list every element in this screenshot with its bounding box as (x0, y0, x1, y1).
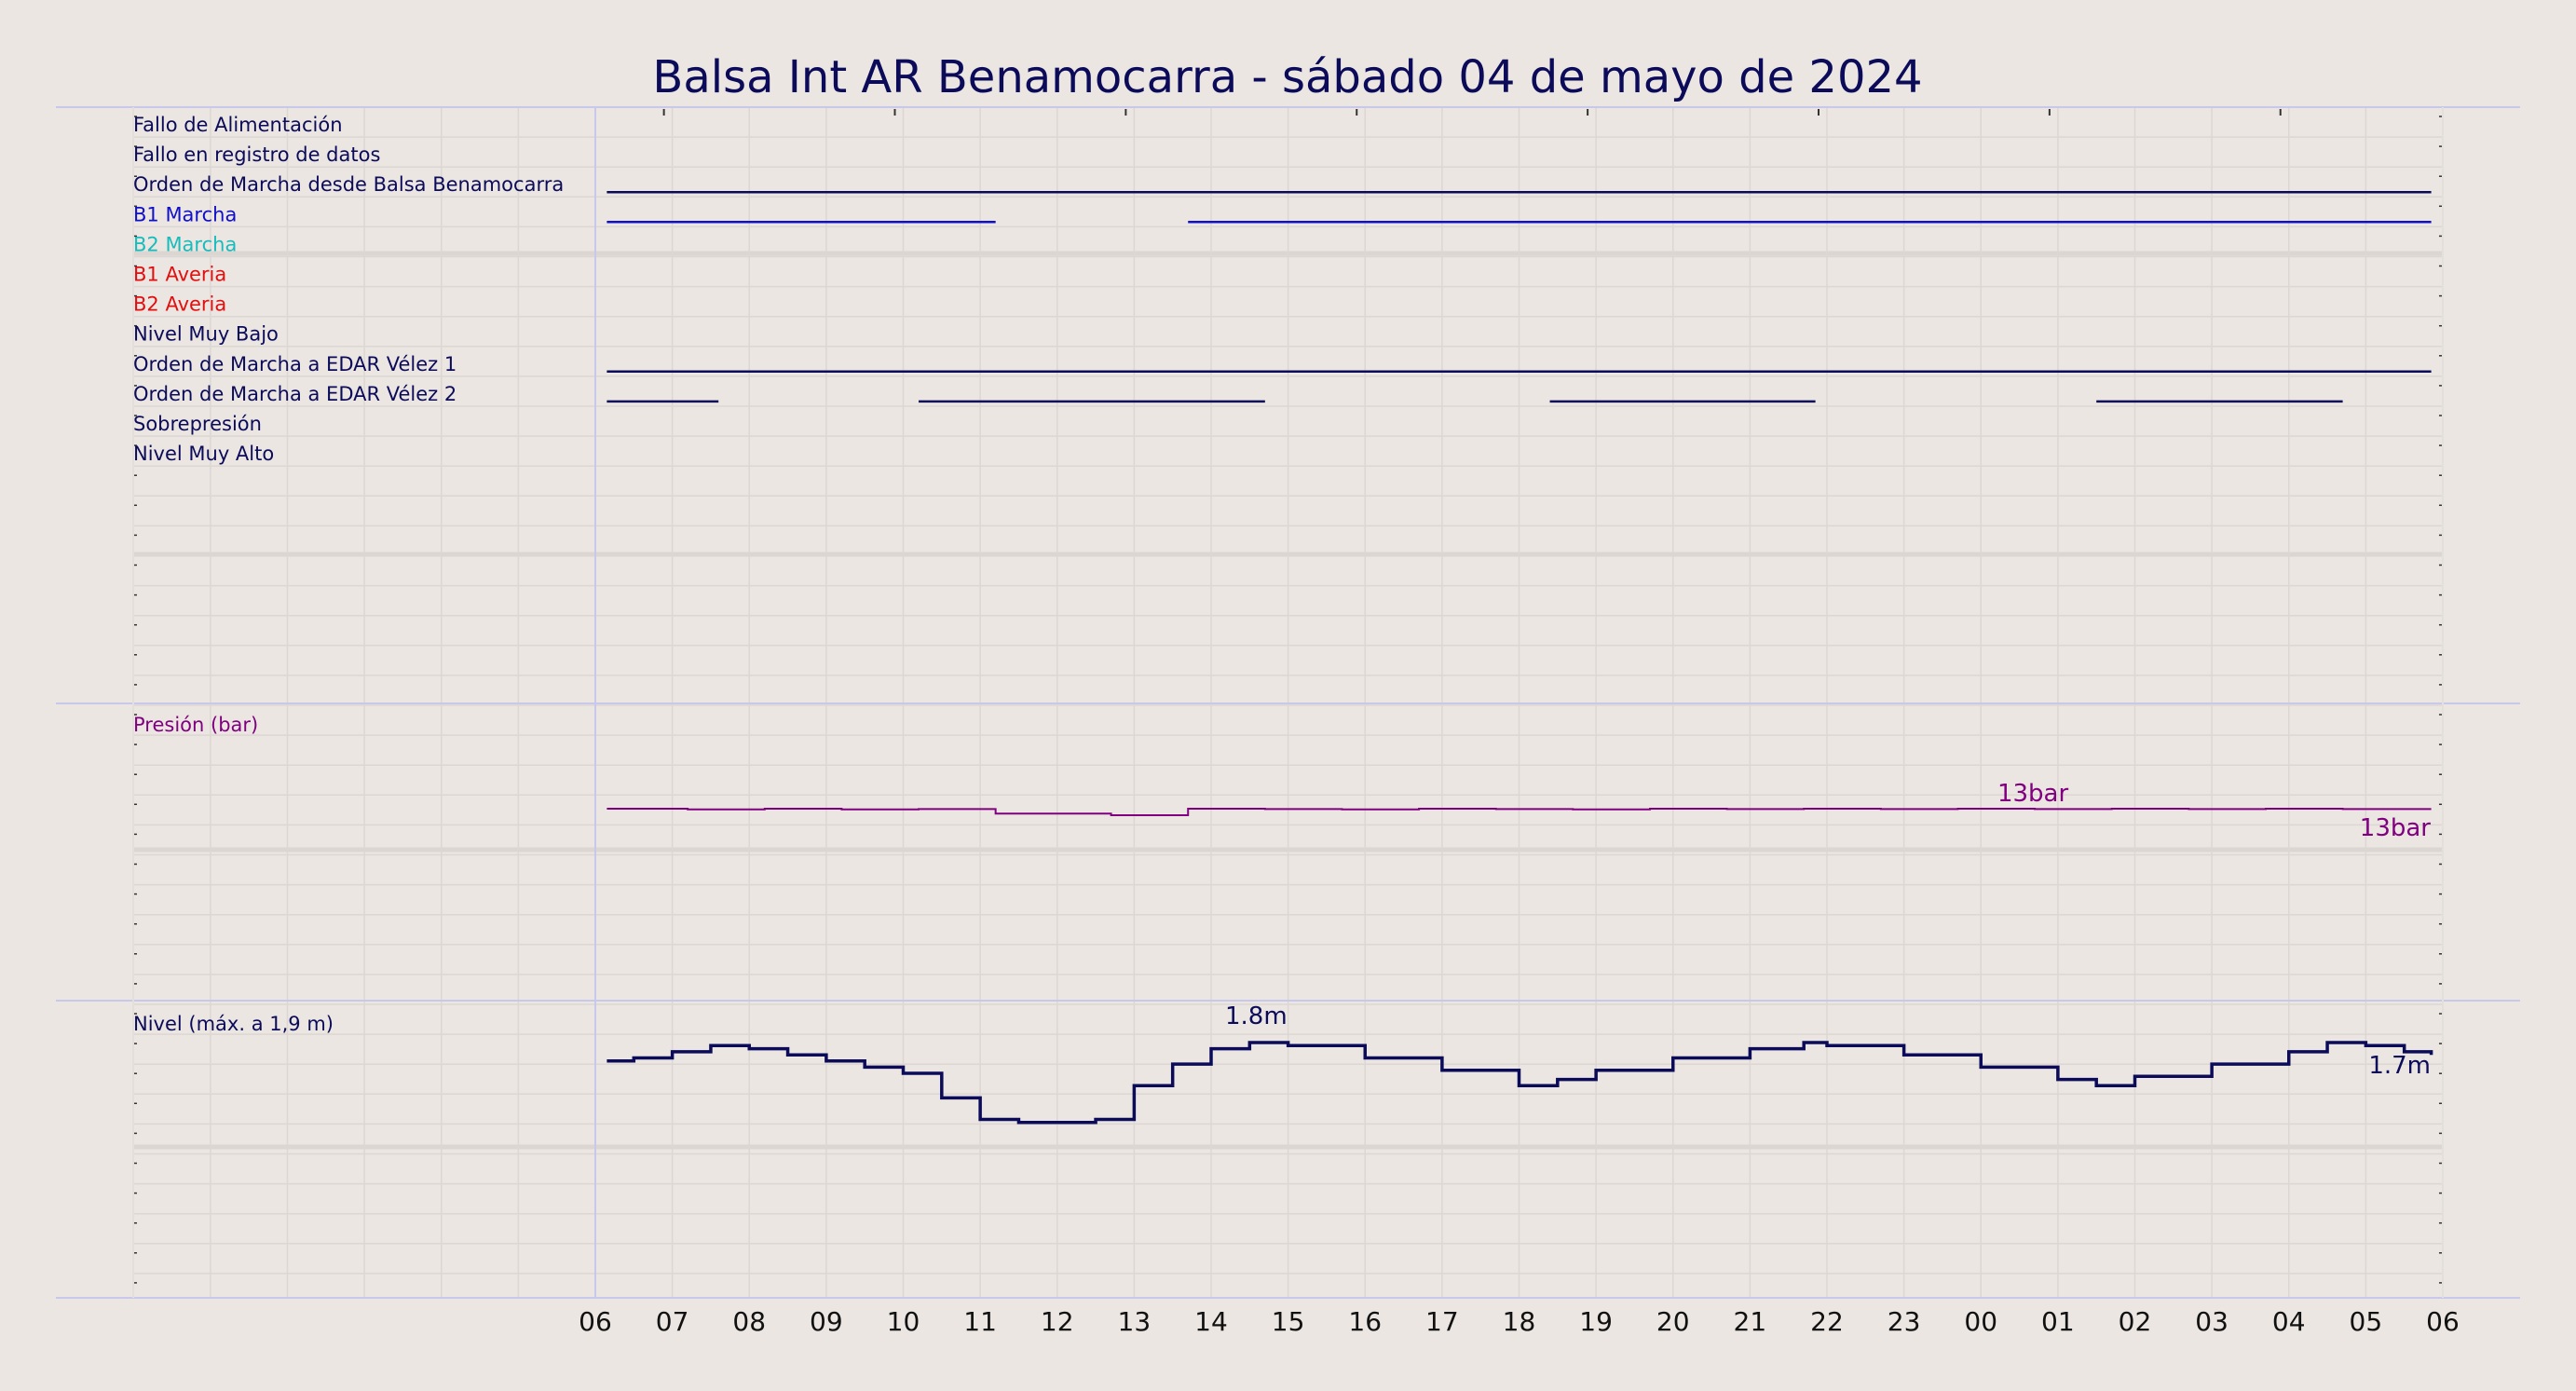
level-last-label: 1.7m (2368, 1052, 2431, 1080)
x-tick-label: 13 (1118, 1306, 1152, 1337)
x-tick-label: 05 (2350, 1306, 2383, 1337)
pressure-line (607, 808, 2432, 816)
x-tick-label: 08 (732, 1306, 766, 1337)
x-tick-label: 04 (2272, 1306, 2306, 1337)
digital-signal-label: Orden de Marcha a EDAR Vélez 1 (133, 353, 457, 375)
x-tick-label: 07 (656, 1306, 689, 1337)
chart-title: Balsa Int AR Benamocarra - sábado 04 de … (652, 51, 1922, 103)
digital-signal-lines (607, 190, 2432, 403)
x-tick-label: 21 (1734, 1306, 1767, 1337)
x-tick-label: 15 (1272, 1306, 1305, 1337)
pressure-series: 13bar 13bar (607, 780, 2432, 842)
x-tick-label: 23 (1888, 1306, 1921, 1337)
x-tick-label: 06 (579, 1306, 612, 1337)
digital-signal-label: Orden de Marcha a EDAR Vélez 2 (133, 383, 457, 405)
x-tick-label: 12 (1041, 1306, 1074, 1337)
x-tick-label: 16 (1348, 1306, 1382, 1337)
pressure-panel-label: Presión (bar) (133, 714, 258, 736)
digital-signal-label: Sobrepresión (133, 413, 262, 435)
digital-signal-label: Fallo en registro de datos (133, 143, 380, 166)
pressure-max-label: 13bar (1997, 780, 2069, 808)
x-tick-label: 17 (1425, 1306, 1459, 1337)
x-tick-label: 06 (2426, 1306, 2460, 1337)
digital-signal-label: B2 Averia (133, 293, 226, 316)
digital-signal-labels: Fallo de Alimentación Fallo en registro d… (133, 114, 564, 465)
x-tick-label: 19 (1579, 1306, 1613, 1337)
x-tick-label: 10 (887, 1306, 920, 1337)
x-tick-label: 03 (2195, 1306, 2228, 1337)
digital-signal-label: B1 Marcha (133, 203, 237, 225)
level-line (607, 1041, 2433, 1125)
pressure-last-label: 13bar (2360, 814, 2432, 842)
digital-signal-label: B2 Marcha (133, 233, 237, 255)
x-tick-label: 14 (1194, 1306, 1228, 1337)
level-series: 1.8m 1.7m (607, 1002, 2433, 1125)
x-tick-label: 00 (1964, 1306, 1997, 1337)
level-panel-label: Nivel (máx. a 1,9 m) (133, 1013, 334, 1035)
digital-signal-label: Orden de Marcha desde Balsa Benamocarra (133, 173, 564, 196)
x-tick-label: 01 (2041, 1306, 2075, 1337)
x-tick-label: 09 (810, 1306, 843, 1337)
x-tick-label: 02 (2119, 1306, 2152, 1337)
chart-frame (56, 106, 2520, 1299)
digital-signal-label: B1 Averia (133, 264, 226, 286)
x-tick-label: 22 (1810, 1306, 1844, 1337)
x-tick-label: 18 (1503, 1306, 1536, 1337)
level-max-label: 1.8m (1225, 1002, 1288, 1030)
digital-signal-label: Nivel Muy Bajo (133, 323, 279, 346)
digital-signal-label: Nivel Muy Alto (133, 443, 274, 465)
x-axis-tick-labels: 06 07 08 09 10 11 12 13 14 15 16 17 18 19 20 21 22 23 00 01… (579, 1306, 2460, 1337)
x-tick-label: 11 (963, 1306, 997, 1337)
x-tick-label: 20 (1656, 1306, 1690, 1337)
digital-signal-label: Fallo de Alimentación (133, 114, 343, 136)
